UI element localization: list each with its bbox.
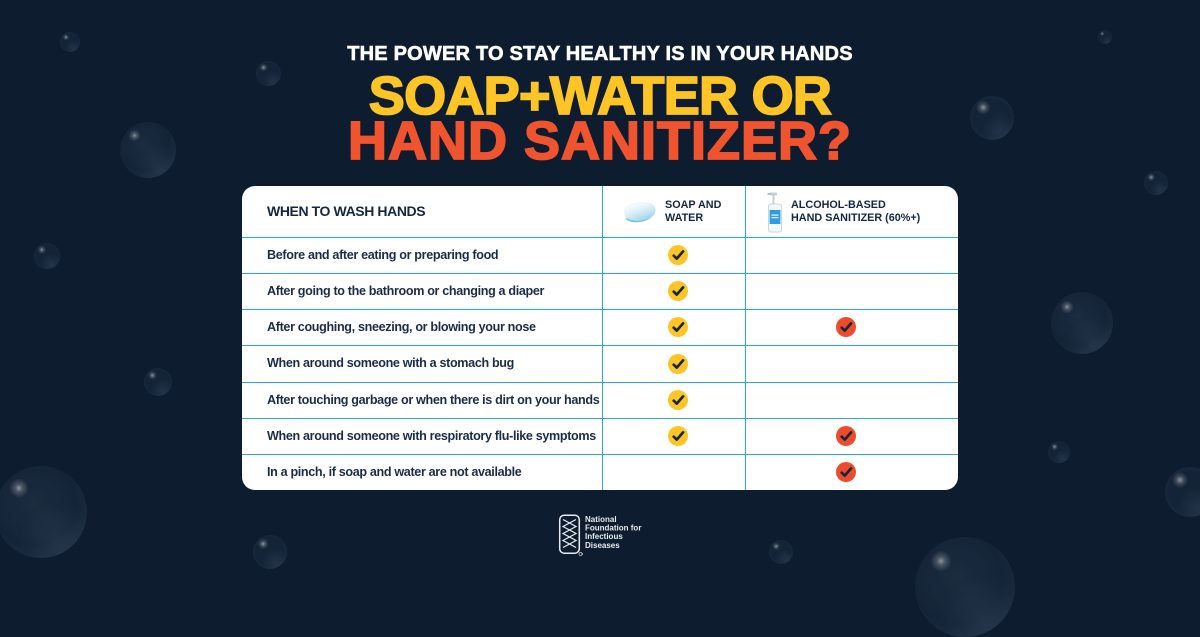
svg-text:R: R xyxy=(581,553,583,556)
svg-text:Infectious: Infectious xyxy=(585,532,623,541)
svg-text:Foundation for: Foundation for xyxy=(585,524,641,533)
svg-text:National: National xyxy=(585,515,617,524)
svg-text:Diseases: Diseases xyxy=(585,541,620,550)
